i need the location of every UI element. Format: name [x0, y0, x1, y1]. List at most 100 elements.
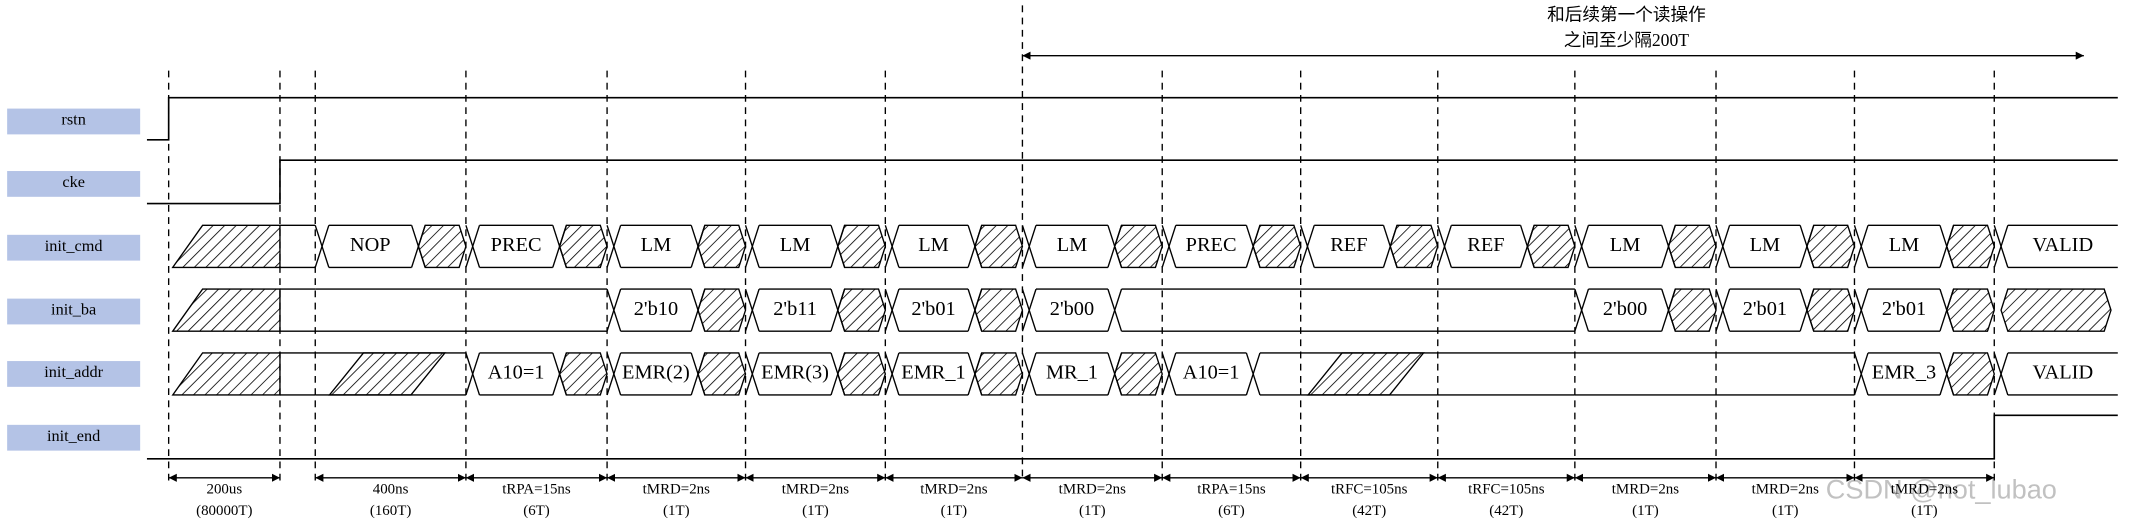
bus-value: LM [918, 234, 949, 256]
timing-value: tMRD=2ns [1612, 481, 1679, 497]
timing-count: (1T) [1911, 503, 1938, 519]
bus-value: MR_1 [1046, 362, 1098, 384]
crossing [465, 225, 481, 268]
signal-name: init_end [47, 426, 100, 445]
note: 之间至少隔200T [1564, 30, 1690, 50]
timing-count: (1T) [941, 503, 968, 519]
timing-count: (42T) [1352, 503, 1386, 519]
hatch [171, 352, 281, 396]
bus-value: LM [780, 234, 811, 256]
crossing [1161, 225, 1177, 268]
crossing [1021, 225, 1037, 268]
crossing [1107, 288, 1123, 332]
bus-value: EMR_3 [1872, 362, 1936, 384]
signal-box [7, 234, 141, 261]
timing-value: tMRD=2ns [1752, 481, 1819, 497]
rstn-wave [146, 96, 2118, 141]
crossing [1715, 288, 1731, 332]
bus-value: EMR(2) [622, 362, 690, 384]
bus-value: 2'b01 [1882, 298, 1926, 320]
bus-value: A10=1 [1183, 362, 1240, 384]
hatch [697, 224, 747, 269]
signal-box [7, 424, 141, 451]
crossing [465, 352, 481, 396]
signal-name: init_addr [44, 362, 103, 381]
bus-value: 2'b10 [634, 298, 678, 320]
bus-value: 2'b00 [1603, 298, 1647, 320]
timing-value: tRPA=15ns [502, 481, 571, 497]
hatch [697, 352, 747, 396]
bus-value: 2'b01 [1743, 298, 1787, 320]
timing-count: (1T) [1632, 503, 1659, 519]
crossing [1853, 225, 1869, 268]
bus-value: 2'b11 [773, 298, 817, 320]
hatch [974, 288, 1024, 332]
hatch [837, 352, 887, 396]
bus-value: VALID [2032, 362, 2093, 384]
timing-value: tMRD=2ns [782, 481, 849, 497]
timing-count: (160T) [370, 503, 411, 519]
hatch [1114, 352, 1163, 396]
crossing [1300, 225, 1315, 268]
hatch [1526, 224, 1576, 269]
signal-name: cke [62, 172, 85, 191]
crossing [1021, 352, 1037, 396]
hatch [837, 224, 887, 269]
hatch [328, 352, 447, 396]
hatch [1806, 288, 1856, 332]
bus-value: LM [1057, 234, 1088, 256]
bus-value: 2'b01 [911, 298, 955, 320]
timing-value: 400ns [373, 481, 409, 497]
timing-value: tRFC=105ns [1331, 481, 1408, 497]
signal-name: rstn [61, 110, 85, 129]
bus-value: REF [1330, 234, 1367, 256]
crossing [1574, 288, 1590, 332]
hatch [171, 288, 281, 332]
bus-value: 2'b00 [1050, 298, 1094, 320]
hatch [1946, 224, 1995, 269]
crossing [606, 225, 622, 268]
bus-value: EMR_1 [901, 362, 965, 384]
bus-value: VALID [2032, 234, 2093, 256]
crossing [744, 352, 760, 396]
hatch [417, 224, 467, 269]
crossing [1437, 225, 1452, 268]
crossing [1993, 225, 2009, 268]
crossing [1853, 352, 1869, 396]
hatch [558, 352, 608, 396]
timing-value: tMRD=2ns [920, 481, 987, 497]
hatch [1806, 224, 1856, 269]
crossing [1245, 352, 1261, 396]
hatch [697, 288, 747, 332]
hatch [1946, 288, 1995, 332]
timing-value: tRPA=15ns [1197, 481, 1266, 497]
hatch [974, 224, 1024, 269]
crossing [884, 225, 900, 268]
hatch [558, 224, 608, 269]
hatch [1306, 352, 1425, 396]
timing-count: (80000T) [196, 503, 252, 519]
crossing [1161, 352, 1177, 396]
timing-count: (1T) [802, 503, 829, 519]
bus-value: REF [1467, 234, 1504, 256]
crossing [744, 225, 760, 268]
hatch [1946, 352, 1995, 396]
timing-count: (1T) [1772, 503, 1799, 519]
timing-value: tMRD=2ns [1059, 481, 1126, 497]
timing-value: tRFC=105ns [1468, 481, 1545, 497]
bus-value: PREC [491, 234, 542, 256]
cke-wave [146, 159, 2118, 205]
bus-value: LM [1889, 234, 1920, 256]
timing-count: (42T) [1489, 503, 1523, 519]
hatch [171, 224, 281, 269]
crossing [744, 288, 760, 332]
crossing [314, 225, 330, 268]
bus-value: NOP [350, 234, 391, 256]
signal-name: init_cmd [45, 236, 103, 255]
bus-value: LM [1610, 234, 1641, 256]
crossing [1715, 225, 1731, 268]
hatch [1389, 224, 1439, 269]
bus-value: A10=1 [488, 362, 545, 384]
